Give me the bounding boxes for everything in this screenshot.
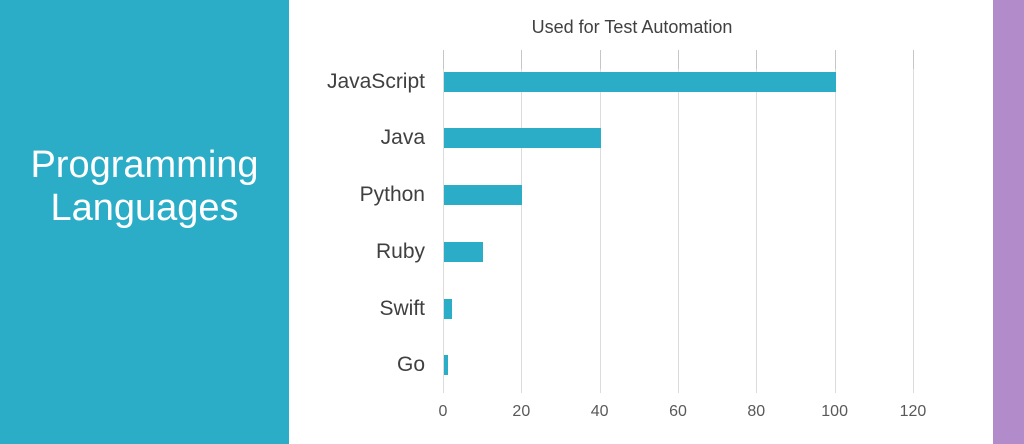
- category-label: Go: [396, 353, 425, 377]
- axis-tick: [677, 50, 679, 69]
- category-label: Swift: [379, 296, 425, 320]
- category-label: JavaScript: [326, 69, 425, 93]
- axis-tick: [834, 50, 836, 69]
- x-tick-label: 0: [438, 403, 448, 420]
- gridline: [443, 50, 444, 393]
- axis-tick: [521, 50, 523, 69]
- category-label: Java: [380, 126, 425, 150]
- x-tick-label: 80: [747, 403, 766, 420]
- bar: [444, 128, 601, 149]
- x-tick-label: 120: [899, 403, 927, 420]
- bar: [444, 355, 448, 376]
- category-label: Python: [359, 183, 425, 207]
- gridline: [599, 50, 601, 393]
- axis-tick: [443, 50, 444, 69]
- axis-tick: [599, 50, 601, 69]
- x-tick-label: 20: [512, 403, 531, 420]
- gridline: [677, 50, 679, 393]
- bar: [444, 298, 452, 319]
- x-tick-label: 60: [669, 403, 687, 420]
- bar-chart: Used for Test Automation 0 20 40 60 80 100 120…: [289, 0, 993, 444]
- bar: [444, 185, 523, 206]
- panel-title-line1: Programming: [30, 144, 259, 187]
- x-tick-label: 100: [821, 403, 848, 420]
- x-tick-label: 40: [590, 403, 609, 420]
- chart-title: Used for Test Automation: [531, 17, 733, 37]
- panel-title-line2: Languages: [50, 187, 239, 229]
- bar: [444, 241, 484, 262]
- bar: [444, 71, 836, 92]
- panel-title: Programming Languages: [30, 144, 258, 229]
- gridline: [756, 50, 758, 393]
- accent-strip: [993, 0, 1024, 444]
- left-panel: Programming Languages: [0, 0, 289, 444]
- axis-tick: [912, 50, 914, 69]
- category-label: Ruby: [375, 239, 425, 263]
- gridline: [834, 50, 836, 393]
- axis-tick: [756, 50, 758, 69]
- gridline: [521, 50, 523, 393]
- gridline: [912, 50, 914, 393]
